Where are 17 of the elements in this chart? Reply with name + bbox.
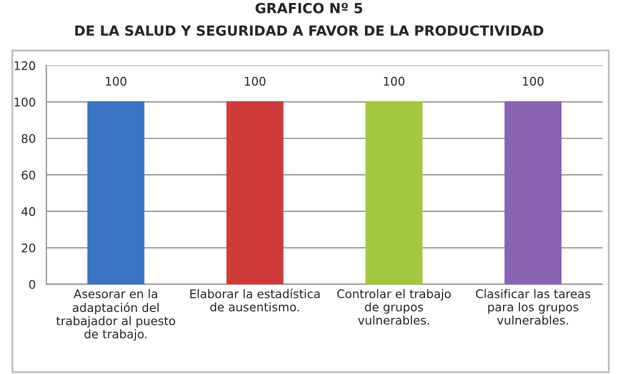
x-tick-label: Clasificar las tareas para los grupos vulnerables. xyxy=(476,289,590,325)
y-tick-label: 120 xyxy=(14,61,36,70)
y-tick-label: 40 xyxy=(21,207,36,216)
data-label: 100 xyxy=(523,76,544,86)
x-tick-label: Elaborar la estadística de ausentismo. xyxy=(190,288,320,312)
y-tick-label: 60 xyxy=(22,170,36,180)
data-label: 100 xyxy=(106,76,126,86)
y-tick-label: 100 xyxy=(14,98,36,107)
y-tick-label: 20 xyxy=(22,244,36,252)
chart-subtitle: DE LA SALUD Y SEGURIDAD A FAVOR DE LA PRODUCTIVIDAD xyxy=(75,25,544,36)
data-label: 100 xyxy=(244,76,266,86)
y-tick-label: 0 xyxy=(29,280,36,289)
x-tick-label: Controlar el trabajo de grupos vulnerables. xyxy=(337,289,451,325)
y-tick-label: 80 xyxy=(22,134,36,144)
chart-title: GRAFICO Nº 5 xyxy=(256,2,362,14)
x-tick-label: Asesorar en la adaptación del trabajador al puesto de trabajo. xyxy=(56,289,176,341)
data-label: 100 xyxy=(384,76,404,86)
